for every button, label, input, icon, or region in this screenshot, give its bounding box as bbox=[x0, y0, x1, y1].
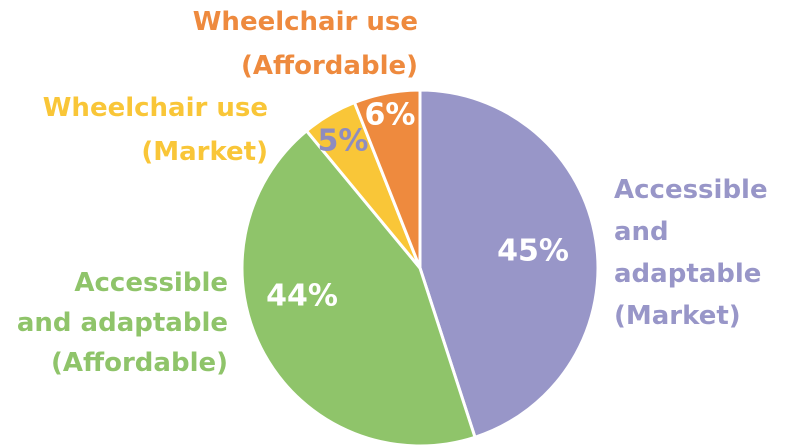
value-label: 45% bbox=[497, 234, 569, 269]
category-label: Wheelchair use (Market) bbox=[43, 93, 268, 167]
value-label: 5% bbox=[318, 124, 369, 159]
pie-slice bbox=[418, 88, 600, 440]
category-label: Wheelchair use (Affordable) bbox=[193, 7, 418, 81]
value-label: 6% bbox=[365, 98, 416, 133]
pie-slice bbox=[240, 128, 477, 445]
value-label: 44% bbox=[266, 279, 338, 314]
pie-slice bbox=[352, 88, 422, 269]
category-label: Accessible and adaptable (Market) bbox=[614, 175, 768, 331]
category-label: Accessible and adaptable (Affordable) bbox=[17, 268, 228, 378]
